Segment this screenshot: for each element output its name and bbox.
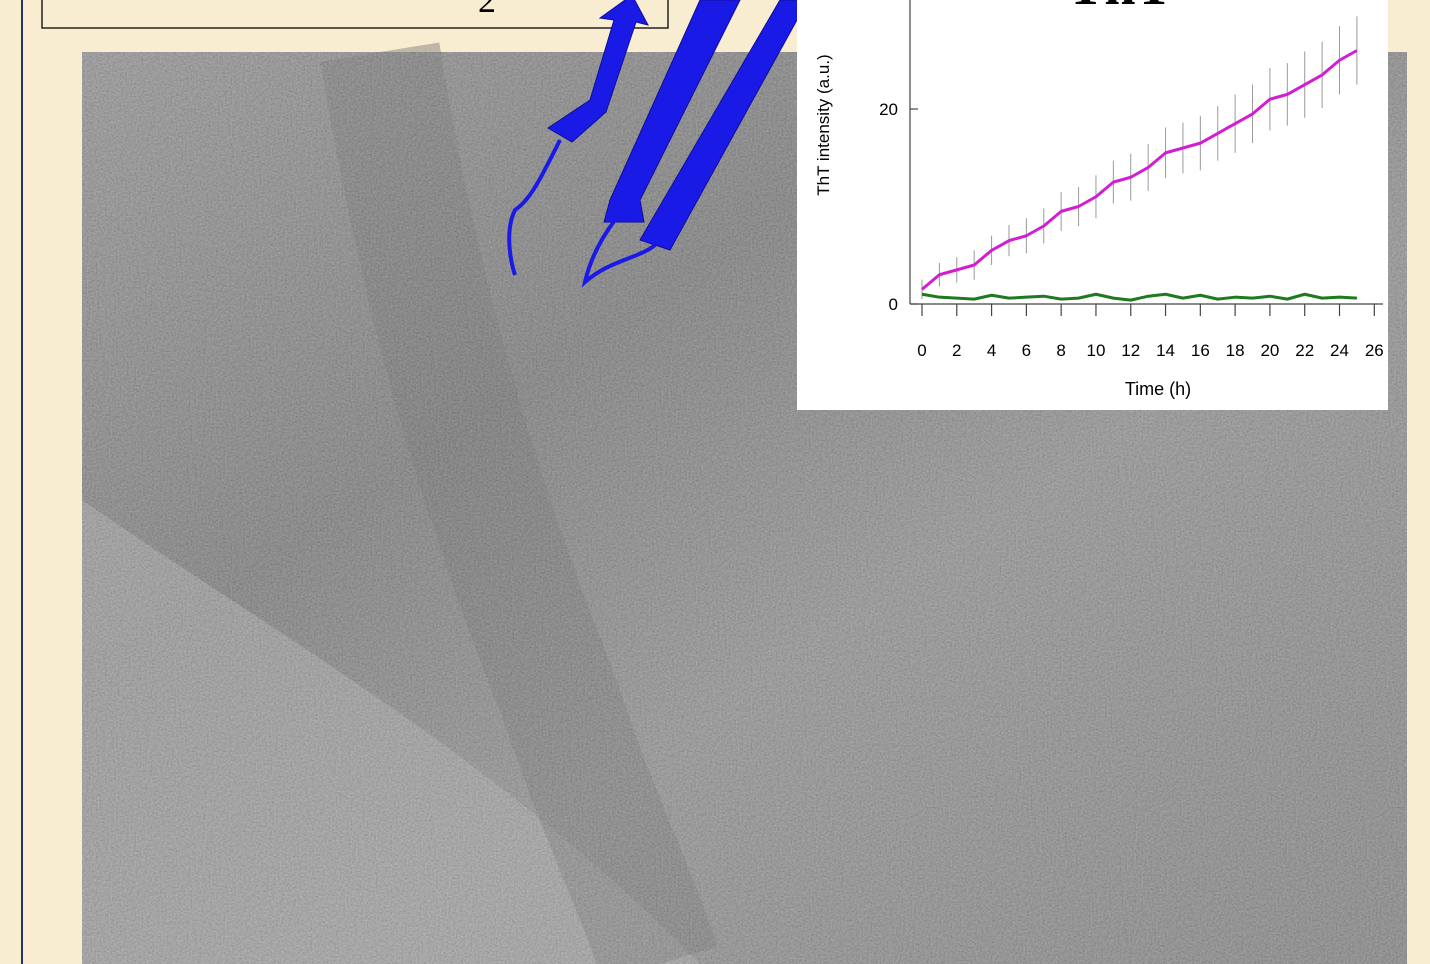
chart-title: ThT [1067,0,1173,17]
x-tick-label: 4 [987,341,996,360]
x-tick-label: 16 [1191,341,1210,360]
slide: 2 ThT ThT intensity (a.u.) Time (h) 0 20 0… [0,0,1430,964]
x-tick-label: 12 [1121,341,1140,360]
x-tick-label: 6 [1022,341,1031,360]
y-tick-label: 20 [879,100,898,119]
x-tick-label: 26 [1365,341,1384,360]
x-tick-label: 24 [1330,341,1349,360]
x-axis-label: Time (h) [1125,379,1191,399]
x-tick-label: 22 [1295,341,1314,360]
box-text: 2 [478,0,496,20]
x-tick-label: 20 [1260,341,1279,360]
x-tick-label: 14 [1156,341,1175,360]
inset-chart: ThT ThT intensity (a.u.) Time (h) 020024… [797,0,1388,410]
y-tick-label: 0 [889,295,898,314]
x-tick-label: 0 [917,341,926,360]
x-tick-label: 18 [1226,341,1245,360]
x-tick-label: 8 [1056,341,1065,360]
y-axis-label: ThT intensity (a.u.) [814,54,833,195]
x-tick-label: 10 [1086,341,1105,360]
box: 2 [42,0,668,28]
x-tick-label: 2 [952,341,961,360]
